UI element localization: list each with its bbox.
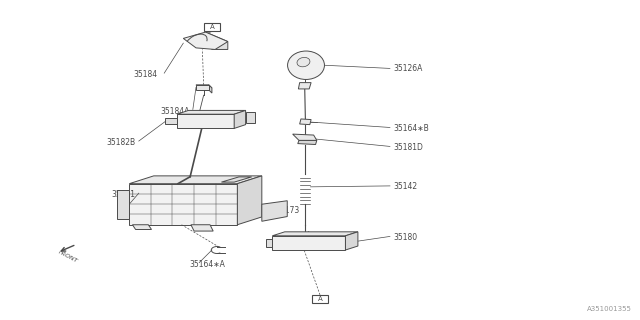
Polygon shape (196, 85, 209, 90)
Text: 35184A: 35184A (160, 107, 189, 116)
Polygon shape (246, 112, 255, 123)
Polygon shape (237, 176, 262, 225)
Bar (204, 23, 220, 31)
Polygon shape (209, 85, 212, 93)
Text: 35111: 35111 (111, 190, 136, 199)
Ellipse shape (287, 51, 324, 79)
Text: A351001355: A351001355 (587, 306, 632, 312)
Text: A: A (209, 24, 214, 30)
Text: 35181D: 35181D (393, 143, 423, 152)
Text: 35180: 35180 (393, 233, 417, 242)
Text: 35164∗B: 35164∗B (393, 124, 429, 133)
Polygon shape (266, 239, 272, 247)
Polygon shape (221, 177, 252, 182)
Text: 35182B: 35182B (106, 138, 136, 147)
Bar (312, 295, 328, 303)
Polygon shape (183, 32, 228, 50)
Polygon shape (191, 225, 213, 231)
Polygon shape (298, 140, 317, 145)
Text: FRONT: FRONT (57, 249, 78, 264)
Polygon shape (196, 85, 212, 88)
Polygon shape (177, 110, 246, 114)
Ellipse shape (297, 57, 310, 67)
Polygon shape (129, 176, 262, 184)
Text: 35184: 35184 (134, 70, 158, 79)
Polygon shape (292, 134, 317, 140)
Polygon shape (298, 83, 311, 89)
Polygon shape (132, 225, 152, 229)
Text: 35173: 35173 (275, 206, 300, 215)
Text: 35164∗A: 35164∗A (189, 260, 225, 269)
Polygon shape (116, 190, 129, 219)
Polygon shape (300, 119, 311, 124)
Polygon shape (129, 184, 237, 225)
Polygon shape (205, 32, 228, 50)
Text: 35142: 35142 (393, 182, 417, 191)
Polygon shape (262, 201, 287, 221)
Polygon shape (166, 118, 177, 124)
Polygon shape (234, 110, 246, 128)
Polygon shape (272, 232, 358, 236)
Text: 35126A: 35126A (393, 64, 422, 73)
Polygon shape (272, 236, 346, 250)
Polygon shape (177, 114, 234, 128)
Text: A: A (317, 296, 323, 302)
Polygon shape (346, 232, 358, 250)
